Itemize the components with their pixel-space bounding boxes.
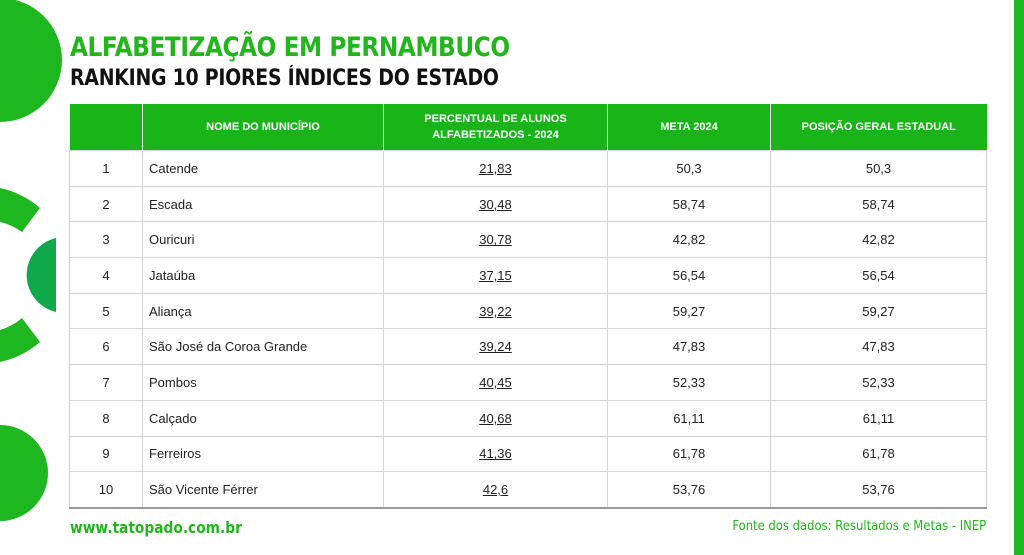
posicao-cell: 50,3 [770,150,987,187]
percentual-link[interactable]: 39,24 [479,339,512,355]
middle-dark-green-half-circle [26,238,56,312]
column-header-posicao: POSIÇÃO GERAL ESTADUAL [770,104,987,151]
posicao-cell: 53,76 [770,471,987,509]
percentual-cell[interactable]: 37,15 [383,257,608,294]
percentual-link[interactable]: 39,22 [479,303,512,319]
table-row: 2 Escada 30,48 58,74 58,74 [69,185,987,223]
table-header-row: NOME DO MUNICÍPIO PERCENTUAL DE ALUNOS A… [69,104,987,151]
posicao-cell: 42,82 [770,221,987,259]
municipio-cell: Ferreiros [142,435,384,473]
decorative-shapes [0,0,62,521]
table-body: 1 Catende 21,83 50,3 50,3 2 Escada 30,48 58,74 58… [69,150,987,509]
middle-green-ring-lower [0,318,40,362]
meta-cell: 61,78 [607,435,771,473]
municipio-cell: Ouricuri [142,221,384,259]
meta-cell: 47,83 [607,328,771,366]
meta-cell: 53,76 [607,471,771,509]
table-row: 4 Jataúba 37,15 56,54 56,54 [69,257,987,294]
table-row: 6 São José da Coroa Grande 39,24 47,83 47,83 [69,328,987,366]
posicao-cell: 59,27 [770,292,987,330]
posicao-cell: 56,54 [770,257,987,294]
rank-cell: 5 [69,292,143,330]
percentual-cell[interactable]: 30,78 [383,221,608,259]
percentual-cell[interactable]: 39,24 [383,328,608,366]
percentual-link[interactable]: 40,45 [479,374,512,390]
percentual-cell[interactable]: 41,36 [383,435,608,473]
meta-cell: 52,33 [607,364,771,401]
meta-cell: 59,27 [607,292,771,330]
posicao-cell: 52,33 [770,364,987,401]
percentual-link[interactable]: 30,48 [479,196,512,212]
percentual-cell[interactable]: 40,45 [383,364,608,401]
rank-cell: 8 [69,399,143,437]
posicao-cell: 61,78 [770,435,987,473]
table-row: 7 Pombos 40,45 52,33 52,33 [69,364,987,401]
table-row: 1 Catende 21,83 50,3 50,3 [69,150,987,187]
column-header-rank [69,104,143,151]
rank-cell: 1 [69,150,143,187]
meta-cell: 42,82 [607,221,771,259]
rank-cell: 10 [69,471,143,509]
column-header-percentual: PERCENTUAL DE ALUNOS ALFABETIZADOS - 202… [383,104,608,151]
posicao-cell: 47,83 [770,328,987,366]
municipio-cell: Calçado [142,399,384,437]
meta-cell: 58,74 [607,185,771,223]
percentual-link[interactable]: 40,68 [479,410,512,426]
municipio-cell: São Vicente Férrer [142,471,384,509]
municipio-cell: São José da Coroa Grande [142,328,384,366]
rank-cell: 7 [69,364,143,401]
middle-green-ring [0,188,40,232]
rank-cell: 3 [69,221,143,259]
municipio-cell: Aliança [142,292,384,330]
meta-cell: 56,54 [607,257,771,294]
meta-cell: 61,11 [607,399,771,437]
data-source: Fonte dos dados: Resultados e Metas - IN… [732,518,986,534]
percentual-cell[interactable]: 40,68 [383,399,608,437]
rank-cell: 6 [69,328,143,366]
column-header-meta: META 2024 [607,104,771,151]
right-green-bar [1014,0,1024,555]
meta-cell: 50,3 [607,150,771,187]
column-header-municipio: NOME DO MUNICÍPIO [142,104,384,151]
table-row: 8 Calçado 40,68 61,11 61,11 [69,399,987,437]
top-green-arc [0,0,62,122]
bottom-green-arc [0,425,48,521]
percentual-cell[interactable]: 42,6 [383,471,608,509]
table-row: 10 São Vicente Férrer 42,6 53,76 53,76 [69,471,987,509]
municipio-cell: Escada [142,185,384,223]
percentual-link[interactable]: 42,6 [482,482,509,498]
municipio-cell: Catende [142,150,384,187]
percentual-link[interactable]: 30,78 [479,232,512,248]
table-row: 9 Ferreiros 41,36 61,78 61,78 [69,435,987,473]
percentual-link[interactable]: 41,36 [479,446,512,462]
posicao-cell: 58,74 [770,185,987,223]
rank-cell: 4 [69,257,143,294]
municipio-cell: Jataúba [142,257,384,294]
municipio-cell: Pombos [142,364,384,401]
percentual-cell[interactable]: 30,48 [383,185,608,223]
page-subtitle: RANKING 10 PIORES ÍNDICES DO ESTADO [70,66,499,91]
table-row: 5 Aliança 39,22 59,27 59,27 [69,292,987,330]
table-row: 3 Ouricuri 30,78 42,82 42,82 [69,221,987,259]
rank-cell: 2 [69,185,143,223]
percentual-link[interactable]: 21,83 [479,160,512,176]
column-header-percentual-label: PERCENTUAL DE ALUNOS ALFABETIZADOS - 202… [424,113,567,141]
site-url: www.tatopado.com.br [70,518,242,537]
ranking-table: NOME DO MUNICÍPIO PERCENTUAL DE ALUNOS A… [69,104,987,509]
rank-cell: 9 [69,435,143,473]
page-title: ALFABETIZAÇÃO EM PERNAMBUCO [70,32,510,63]
percentual-link[interactable]: 37,15 [479,267,512,283]
percentual-cell[interactable]: 21,83 [383,150,608,187]
top-green-circle [0,26,30,98]
percentual-cell[interactable]: 39,22 [383,292,608,330]
posicao-cell: 61,11 [770,399,987,437]
